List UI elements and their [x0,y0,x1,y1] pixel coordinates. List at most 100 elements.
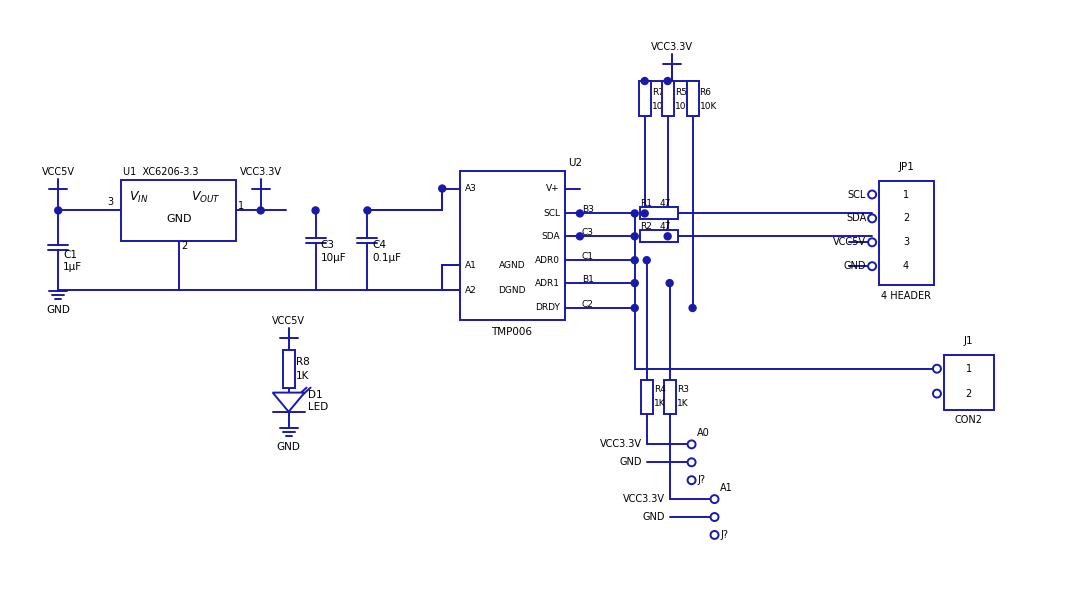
Bar [639,81,650,116]
Text: C1: C1 [582,252,594,260]
Bar [663,379,676,415]
Text: DRDY: DRDY [535,304,560,312]
Text: 10K: 10K [700,102,717,112]
Text: A2: A2 [466,285,477,295]
Circle shape [933,390,941,398]
Text: 1K: 1K [654,399,665,408]
Bar [662,81,674,116]
Text: R7: R7 [651,88,663,98]
Circle shape [666,279,673,287]
Text: GND: GND [167,214,191,224]
Circle shape [710,513,719,521]
Text: J?: J? [721,530,728,540]
Text: 1: 1 [902,190,909,199]
Text: JP1: JP1 [898,162,914,171]
Text: U2: U2 [568,157,582,168]
Text: $V_{OUT}$: $V_{OUT}$ [191,190,221,205]
Bar [283,350,295,387]
Circle shape [54,207,62,214]
Circle shape [868,262,876,270]
Circle shape [641,210,648,217]
Text: A1: A1 [466,260,477,270]
Circle shape [710,531,719,539]
Text: A1: A1 [720,483,733,493]
Text: SCL: SCL [543,209,560,218]
Text: 3: 3 [902,237,909,247]
Polygon shape [272,393,304,412]
Text: VCC5V: VCC5V [272,316,305,326]
Bar [460,171,565,320]
Text: J1: J1 [964,336,974,346]
Text: VCC3.3V: VCC3.3V [239,167,282,176]
Text: 2: 2 [965,389,972,398]
Circle shape [641,77,648,85]
Circle shape [688,458,695,466]
Bar [879,181,933,285]
Text: GND: GND [277,442,300,451]
Text: CON2: CON2 [955,415,983,426]
Circle shape [643,257,650,264]
Text: $V_{IN}$: $V_{IN}$ [129,190,148,205]
Text: VCC3.3V: VCC3.3V [600,439,642,450]
Text: 0.1μF: 0.1μF [373,253,402,263]
Text: LED: LED [308,401,328,412]
Text: AGND: AGND [499,260,525,270]
Circle shape [631,279,639,287]
Text: R2: R2 [640,222,651,231]
Bar [687,81,698,116]
Circle shape [631,233,639,240]
Text: 47: 47 [660,199,671,208]
Circle shape [688,476,695,484]
Text: R6: R6 [700,88,711,98]
Text: A0: A0 [696,428,709,439]
Text: VCC5V: VCC5V [42,167,75,176]
Text: 4: 4 [902,261,909,271]
Circle shape [664,77,671,85]
Bar [641,379,653,415]
Circle shape [439,185,445,192]
Circle shape [631,304,639,312]
Text: 1: 1 [965,364,972,374]
Text: VCC3.3V: VCC3.3V [650,42,693,52]
Text: R4: R4 [654,385,665,394]
Circle shape [868,214,876,223]
Circle shape [364,207,371,214]
Circle shape [577,233,583,240]
Text: 1K: 1K [677,399,688,408]
Circle shape [868,190,876,198]
Circle shape [933,365,941,373]
Text: GND: GND [46,305,70,315]
Text: ADR0: ADR0 [535,256,560,265]
Text: D1: D1 [308,390,323,400]
Bar [944,355,994,409]
Text: ADR1: ADR1 [535,279,560,287]
Text: SCL: SCL [848,190,866,199]
Text: C4: C4 [373,240,387,250]
Text: DGND: DGND [499,285,525,295]
Text: 4 HEADER: 4 HEADER [881,291,931,301]
Text: R8: R8 [296,357,310,367]
Text: VCC5V: VCC5V [833,237,866,247]
Text: R1: R1 [640,199,651,208]
Text: 3: 3 [107,198,113,207]
Text: C3: C3 [320,240,334,250]
Bar [640,207,677,220]
Text: 2: 2 [180,242,187,251]
Bar [640,231,677,242]
Text: 47: 47 [660,222,671,231]
Circle shape [689,304,696,312]
Text: B3: B3 [582,205,594,214]
Text: C2: C2 [582,300,594,309]
Text: SDA: SDA [541,232,560,241]
Circle shape [664,233,671,240]
Circle shape [868,239,876,246]
Text: 1: 1 [238,201,244,212]
Circle shape [710,495,719,503]
Circle shape [577,210,583,217]
Text: R3: R3 [677,385,689,394]
Text: C3: C3 [582,228,594,237]
Text: J?: J? [697,475,706,485]
Bar [121,179,236,242]
Text: C1: C1 [63,250,77,260]
Circle shape [631,210,639,217]
